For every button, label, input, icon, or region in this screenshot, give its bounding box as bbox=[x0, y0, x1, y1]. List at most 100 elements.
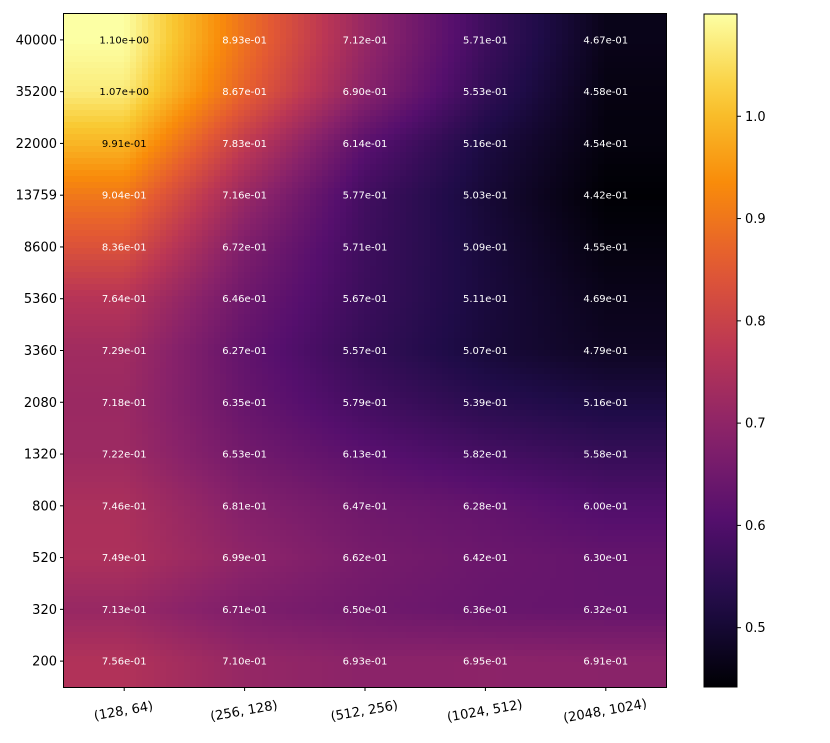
heatmap-pixel bbox=[544, 284, 551, 291]
heatmap-pixel bbox=[184, 218, 191, 225]
heatmap-pixel bbox=[442, 164, 449, 171]
heatmap-pixel bbox=[460, 146, 467, 153]
heatmap-pixel bbox=[454, 242, 461, 249]
heatmap-pixel bbox=[382, 62, 389, 69]
heatmap-pixel bbox=[580, 92, 587, 99]
heatmap-pixel bbox=[274, 86, 281, 93]
heatmap-pixel bbox=[154, 296, 161, 303]
heatmap-pixel bbox=[130, 110, 137, 117]
heatmap-pixel bbox=[526, 56, 533, 63]
heatmap-pixel bbox=[154, 182, 161, 189]
heatmap-pixel bbox=[502, 242, 509, 249]
heatmap-pixel bbox=[82, 92, 89, 99]
heatmap-pixel bbox=[124, 176, 131, 183]
heatmap-pixel bbox=[364, 26, 371, 33]
heatmap-pixel bbox=[196, 182, 203, 189]
heatmap-pixel bbox=[214, 92, 221, 99]
heatmap-pixel bbox=[472, 188, 479, 195]
heatmap-pixel bbox=[250, 20, 257, 27]
heatmap-pixel bbox=[322, 218, 329, 225]
heatmap-pixel bbox=[526, 92, 533, 99]
heatmap-pixel bbox=[154, 20, 161, 27]
heatmap-pixel bbox=[400, 278, 407, 285]
heatmap-pixel bbox=[316, 278, 323, 285]
heatmap-pixel bbox=[100, 230, 107, 237]
heatmap-pixel bbox=[484, 212, 491, 219]
heatmap-pixel bbox=[376, 236, 383, 243]
heatmap-pixel bbox=[496, 20, 503, 27]
heatmap-pixel bbox=[322, 38, 329, 45]
heatmap-pixel bbox=[580, 176, 587, 183]
heatmap-pixel bbox=[502, 32, 509, 39]
heatmap-pixel bbox=[526, 188, 533, 195]
heatmap-pixel bbox=[658, 146, 665, 153]
heatmap-pixel bbox=[544, 134, 551, 141]
heatmap-pixel bbox=[616, 50, 623, 57]
heatmap-pixel bbox=[484, 38, 491, 45]
heatmap-pixel bbox=[76, 62, 83, 69]
heatmap-pixel bbox=[556, 272, 563, 279]
heatmap-pixel bbox=[382, 200, 389, 207]
heatmap-pixel bbox=[562, 98, 569, 105]
heatmap-pixel bbox=[310, 116, 317, 123]
heatmap-pixel bbox=[478, 86, 485, 93]
heatmap-pixel bbox=[394, 296, 401, 303]
heatmap-pixel bbox=[520, 146, 527, 153]
heatmap-pixel bbox=[82, 206, 89, 213]
heatmap-pixel bbox=[100, 248, 107, 255]
heatmap-pixel bbox=[640, 164, 647, 171]
heatmap-pixel bbox=[568, 140, 575, 147]
heatmap-pixel bbox=[358, 266, 365, 273]
heatmap-pixel bbox=[640, 194, 647, 201]
heatmap-pixel bbox=[268, 260, 275, 267]
heatmap-pixel bbox=[112, 56, 119, 63]
heatmap-pixel bbox=[226, 128, 233, 135]
heatmap-pixel bbox=[496, 122, 503, 129]
heatmap-pixel bbox=[418, 212, 425, 219]
heatmap-pixel bbox=[274, 260, 281, 267]
heatmap-pixel bbox=[574, 194, 581, 201]
heatmap-pixel bbox=[298, 254, 305, 261]
heatmap-pixel bbox=[172, 116, 179, 123]
heatmap-pixel bbox=[658, 248, 665, 255]
heatmap-pixel bbox=[400, 92, 407, 99]
heatmap-pixel bbox=[448, 20, 455, 27]
heatmap-pixel bbox=[148, 92, 155, 99]
heatmap-pixel bbox=[256, 14, 263, 21]
heatmap-pixel bbox=[622, 26, 629, 33]
heatmap-pixel bbox=[298, 32, 305, 39]
heatmap-pixel bbox=[220, 152, 227, 159]
heatmap-pixel bbox=[526, 230, 533, 237]
heatmap-pixel bbox=[490, 140, 497, 147]
heatmap-pixel bbox=[442, 80, 449, 87]
heatmap-pixel bbox=[130, 134, 137, 141]
heatmap-pixel bbox=[100, 176, 107, 183]
heatmap-pixel bbox=[88, 74, 95, 81]
heatmap-pixel bbox=[412, 140, 419, 147]
heatmap-pixel bbox=[298, 170, 305, 177]
heatmap-pixel bbox=[298, 296, 305, 303]
heatmap-pixel bbox=[94, 260, 101, 267]
heatmap-pixel bbox=[538, 44, 545, 51]
heatmap-pixel bbox=[70, 308, 77, 315]
heatmap-pixel bbox=[646, 266, 653, 273]
heatmap-pixel bbox=[94, 68, 101, 75]
heatmap-pixel bbox=[220, 134, 227, 141]
heatmap-pixel bbox=[214, 50, 221, 57]
heatmap-pixel bbox=[586, 38, 593, 45]
heatmap-pixel bbox=[514, 62, 521, 69]
heatmap-pixel bbox=[148, 272, 155, 279]
heatmap-pixel bbox=[376, 146, 383, 153]
heatmap-pixel bbox=[292, 50, 299, 57]
heatmap-pixel bbox=[154, 164, 161, 171]
heatmap-pixel bbox=[502, 176, 509, 183]
heatmap-pixel bbox=[622, 200, 629, 207]
heatmap-pixel bbox=[202, 296, 209, 303]
heatmap-pixel bbox=[382, 176, 389, 183]
heatmap-pixel bbox=[166, 308, 173, 315]
heatmap-pixel bbox=[496, 200, 503, 207]
heatmap-pixel bbox=[154, 284, 161, 291]
heatmap-pixel bbox=[94, 302, 101, 309]
heatmap-pixel bbox=[202, 140, 209, 147]
heatmap-pixel bbox=[622, 62, 629, 69]
